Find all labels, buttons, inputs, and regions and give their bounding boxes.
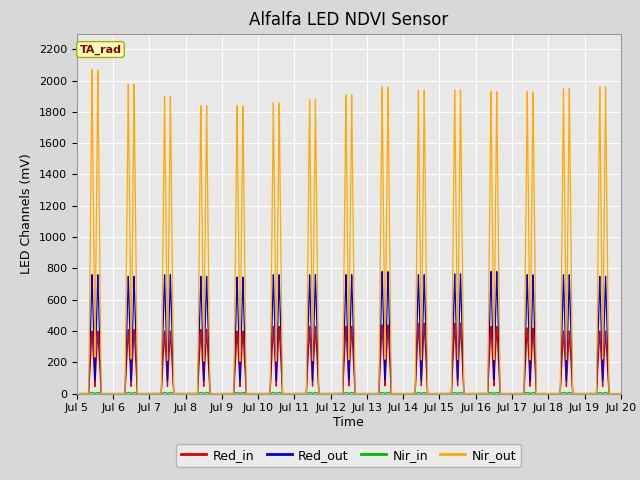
Red_in — [204, 347, 211, 353]
Text: TA_rad: TA_rad — [79, 44, 122, 55]
Red_out — [487, 269, 495, 275]
Red_in — [457, 320, 465, 326]
Red_out — [110, 391, 118, 396]
Red_out — [368, 391, 376, 396]
Nir_in — [73, 391, 81, 396]
Nir_out — [401, 391, 408, 396]
Line: Red_out: Red_out — [77, 272, 621, 394]
Nir_in — [368, 391, 376, 396]
Nir_out — [73, 391, 81, 396]
Nir_out — [88, 67, 96, 72]
Red_out — [617, 391, 625, 396]
Nir_in — [617, 391, 625, 396]
Nir_out — [368, 391, 376, 396]
Line: Nir_out: Nir_out — [77, 70, 621, 394]
Red_in — [110, 391, 118, 396]
Red_in — [282, 391, 289, 396]
Nir_out — [617, 391, 625, 396]
Nir_out — [110, 391, 118, 396]
Red_out — [282, 391, 289, 396]
Red_out — [73, 391, 81, 396]
Nir_in — [88, 389, 96, 395]
Red_out — [204, 311, 211, 316]
Red_in — [401, 391, 408, 396]
Red_in — [73, 391, 81, 396]
Y-axis label: LED Channels (mV): LED Channels (mV) — [20, 153, 33, 274]
Nir_in — [477, 391, 484, 396]
Red_out — [401, 391, 408, 396]
Red_in — [617, 391, 625, 396]
Nir_out — [282, 391, 289, 396]
Red_out — [477, 391, 484, 396]
Nir_out — [204, 195, 211, 201]
Nir_out — [477, 391, 484, 396]
Red_in — [477, 391, 484, 396]
Red_in — [368, 391, 376, 396]
Nir_in — [204, 390, 211, 396]
Nir_in — [282, 391, 289, 396]
X-axis label: Time: Time — [333, 416, 364, 429]
Title: Alfalfa LED NDVI Sensor: Alfalfa LED NDVI Sensor — [249, 11, 449, 29]
Nir_in — [401, 391, 408, 396]
Nir_in — [110, 391, 118, 396]
Line: Red_in: Red_in — [77, 323, 621, 394]
Line: Nir_in: Nir_in — [77, 392, 621, 394]
Legend: Red_in, Red_out, Nir_in, Nir_out: Red_in, Red_out, Nir_in, Nir_out — [176, 444, 522, 467]
